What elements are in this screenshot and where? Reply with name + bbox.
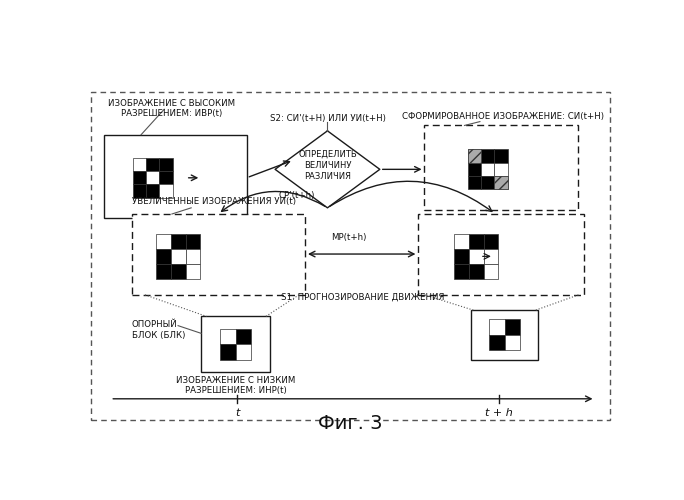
Bar (425, 126, 579, 210)
Bar (495, 176, 508, 190)
Bar (505, 320, 520, 335)
Text: S2: СИ'(t+H) ИЛИ УИ(t+H): S2: СИ'(t+H) ИЛИ УИ(t+H) (269, 114, 385, 123)
Bar (159, 158, 172, 171)
Text: ОПРЕДЕЛИТЬ
ВЕЛИЧИНУ
РАЗЛИЧИЯ: ОПРЕДЕЛИТЬ ВЕЛИЧИНУ РАЗЛИЧИЯ (298, 150, 357, 181)
Bar (469, 249, 484, 264)
Bar (489, 320, 505, 335)
Bar (468, 162, 481, 176)
Text: ИЗОБРАЖЕНИЕ С НИЗКИМ
РАЗРЕШЕНИЕМ: ИНР(t): ИЗОБРАЖЕНИЕ С НИЗКИМ РАЗРЕШЕНИЕМ: ИНР(t) (176, 376, 295, 395)
Text: МР(t+h): МР(t+h) (331, 234, 367, 242)
Bar (468, 150, 481, 162)
Text: Фиг. 3: Фиг. 3 (318, 414, 383, 432)
Text: ОПОРНЫЙ
БЛОК (БЛК): ОПОРНЫЙ БЛОК (БЛК) (132, 320, 185, 340)
Bar (484, 234, 499, 249)
Bar (469, 234, 484, 249)
Bar (453, 234, 469, 249)
Bar (236, 328, 251, 344)
Bar (484, 264, 499, 278)
Bar (159, 184, 172, 198)
Bar (220, 328, 236, 344)
Bar (481, 150, 495, 162)
Bar (220, 344, 236, 360)
Bar (104, 134, 247, 218)
Bar (159, 171, 172, 184)
Text: ИЗОБРАЖЕНИЕ С ВЫСОКИМ
РАЗРЕШЕНИЕМ: ИВР(t): ИЗОБРАЖЕНИЕ С ВЫСОКИМ РАЗРЕШЕНИЕМ: ИВР(t… (108, 98, 235, 118)
Bar (170, 234, 185, 249)
Bar (146, 171, 159, 184)
Bar (469, 264, 484, 278)
Bar (185, 264, 200, 278)
Bar (146, 158, 159, 171)
Bar (133, 184, 146, 198)
Bar (170, 264, 185, 278)
Bar (156, 264, 170, 278)
Bar (468, 176, 481, 190)
Text: S1: ПРОГНОЗИРОВАНИЕ ДВИЖЕНИЯ: S1: ПРОГНОЗИРОВАНИЕ ДВИЖЕНИЯ (281, 292, 445, 302)
Bar (481, 176, 495, 190)
Bar (489, 335, 505, 350)
Bar (146, 184, 159, 198)
Bar (201, 316, 270, 372)
Bar (471, 310, 538, 360)
Bar (468, 150, 481, 162)
Bar (132, 214, 305, 295)
Bar (156, 249, 170, 264)
Text: t + h: t + h (485, 408, 513, 418)
Bar (495, 162, 508, 176)
Text: УВЕЛИЧЕННЫЕ ИЗОБРАЖЕНИЯ УИ(t): УВЕЛИЧЕННЫЕ ИЗОБРАЖЕНИЯ УИ(t) (132, 198, 296, 206)
Bar (236, 344, 251, 360)
Bar (91, 92, 610, 420)
Bar (453, 249, 469, 264)
Bar (185, 234, 200, 249)
Bar (185, 249, 200, 264)
Text: СФОРМИРОВАННОЕ ИЗОБРАЖЕНИЕ: СИ(t+H): СФОРМИРОВАННОЕ ИЗОБРАЖЕНИЕ: СИ(t+H) (402, 112, 604, 122)
Bar (495, 176, 508, 190)
Bar (481, 162, 495, 176)
Bar (505, 335, 520, 350)
Bar (133, 158, 146, 171)
Polygon shape (275, 131, 380, 208)
Text: CP'(t+h): CP'(t+h) (278, 191, 315, 200)
Bar (170, 249, 185, 264)
Bar (133, 171, 146, 184)
Text: t: t (235, 408, 239, 418)
Bar (156, 234, 170, 249)
Bar (484, 249, 499, 264)
Bar (453, 264, 469, 278)
Bar (419, 214, 584, 295)
Bar (495, 150, 508, 162)
